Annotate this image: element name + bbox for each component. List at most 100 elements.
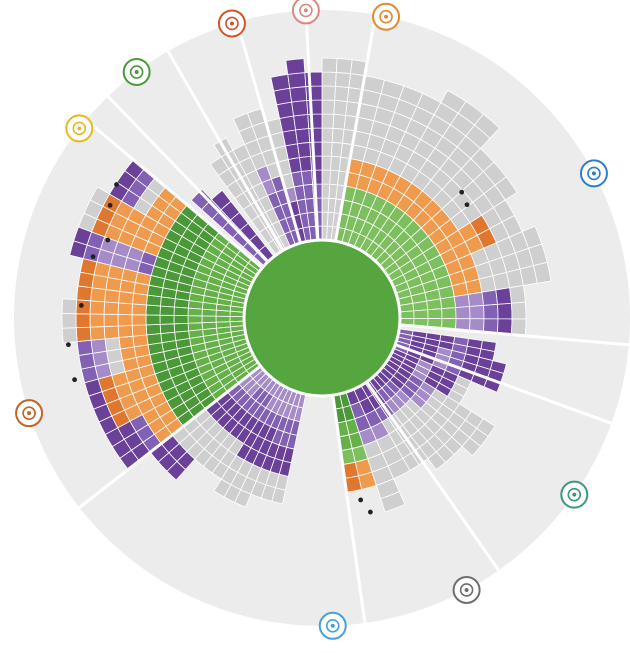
sunburst-block	[159, 314, 175, 325]
sunburst-block	[399, 310, 415, 319]
sunburst-block	[333, 99, 348, 116]
sector-divider	[234, 17, 303, 246]
sunburst-block	[302, 183, 315, 200]
sunburst-block	[300, 169, 314, 186]
sunburst-block	[187, 315, 203, 324]
sector-divider	[75, 363, 264, 512]
sunburst-block	[61, 327, 78, 344]
marker-dot	[464, 202, 470, 208]
marker-dot	[459, 189, 465, 195]
sunburst-block	[441, 307, 457, 320]
sunburst-block	[321, 127, 334, 143]
sector-divider	[331, 393, 367, 628]
sunburst-block	[61, 313, 77, 329]
dividers-layer	[75, 6, 630, 628]
sunburst-block	[90, 287, 107, 303]
sunburst-block	[380, 491, 406, 513]
sunburst-block	[103, 313, 119, 327]
sunburst-block	[117, 302, 133, 316]
sunburst-block	[131, 303, 147, 316]
sunburst-block	[146, 333, 163, 346]
marker-dot	[367, 509, 373, 515]
sunburst-block	[291, 100, 309, 117]
sunburst-block	[481, 289, 498, 306]
sunburst-block	[61, 298, 78, 315]
sunburst-block	[289, 86, 308, 103]
sunburst-block	[75, 299, 92, 315]
sunburst-block	[321, 85, 336, 101]
sunburst-block	[131, 314, 147, 326]
reproductive-icon	[372, 2, 401, 31]
sunburst-block	[304, 71, 323, 87]
sunburst-block	[426, 298, 443, 311]
sunburst-block	[118, 335, 135, 350]
sunburst-block	[159, 305, 175, 316]
marker-dot	[90, 254, 96, 260]
sunburst-block	[210, 189, 232, 211]
marker-dot	[358, 497, 364, 503]
sunburst-block	[331, 127, 345, 144]
sunburst-block	[306, 99, 323, 115]
sunburst-block	[131, 324, 148, 337]
sunburst-block	[467, 291, 484, 307]
gut-icon	[65, 114, 94, 143]
marker-dot	[65, 342, 71, 348]
icons-layer	[15, 0, 608, 640]
sunburst-block	[402, 452, 420, 471]
sunburst-block	[173, 315, 189, 325]
marker-dot	[105, 237, 111, 243]
sunburst-block	[335, 58, 353, 75]
sunburst-block	[455, 306, 471, 320]
sunburst-block	[92, 350, 110, 367]
sector-divider	[104, 92, 271, 265]
sunburst-block	[103, 325, 120, 340]
sunburst-block	[440, 296, 457, 310]
sunburst-block	[232, 143, 251, 164]
sunburst-block	[453, 293, 470, 309]
ear-icon	[452, 575, 481, 604]
skin-icon	[318, 611, 347, 640]
sunburst-block	[509, 285, 526, 304]
sunburst-block	[104, 289, 121, 304]
sunburst-block	[483, 303, 499, 320]
center-disc	[242, 238, 402, 398]
sunburst-block	[89, 300, 106, 315]
marker-dot	[78, 302, 84, 308]
sunburst-block	[321, 71, 337, 87]
sunburst-block	[295, 128, 311, 145]
sunburst-block	[215, 315, 231, 323]
sunburst-block	[145, 304, 161, 316]
sunburst-block	[299, 155, 313, 172]
sector-divider	[333, 10, 378, 244]
skeleton-icon	[15, 399, 44, 428]
sunburst-block	[304, 197, 316, 214]
sunburst-block	[145, 314, 161, 326]
sunburst-block	[469, 305, 485, 320]
sunburst-block	[321, 155, 332, 171]
sunburst-block	[297, 142, 312, 159]
marker-dot	[107, 202, 113, 208]
sunburst-block	[321, 113, 335, 129]
sunburst-block	[474, 113, 501, 139]
sunburst-block	[76, 339, 94, 356]
sunburst-block	[145, 323, 162, 336]
sunburst-block	[270, 73, 291, 92]
sunburst-block	[321, 183, 331, 199]
sunburst-block	[335, 71, 352, 89]
sunburst-block	[160, 331, 177, 344]
respiratory-icon	[122, 58, 151, 87]
sunburst-block	[293, 114, 310, 131]
sunburst-block	[305, 85, 323, 101]
lungs-icon	[291, 0, 320, 25]
sunburst-block	[201, 315, 217, 324]
sunburst-block	[89, 313, 105, 328]
sunburst-block	[321, 99, 336, 115]
sunburst-block	[427, 308, 443, 319]
sector-divider	[364, 379, 503, 575]
sunburst-block	[287, 72, 307, 89]
sunburst-block	[533, 261, 552, 284]
sunburst-block	[132, 334, 149, 348]
sector-divider	[164, 47, 286, 253]
sunburst-block	[117, 314, 133, 327]
